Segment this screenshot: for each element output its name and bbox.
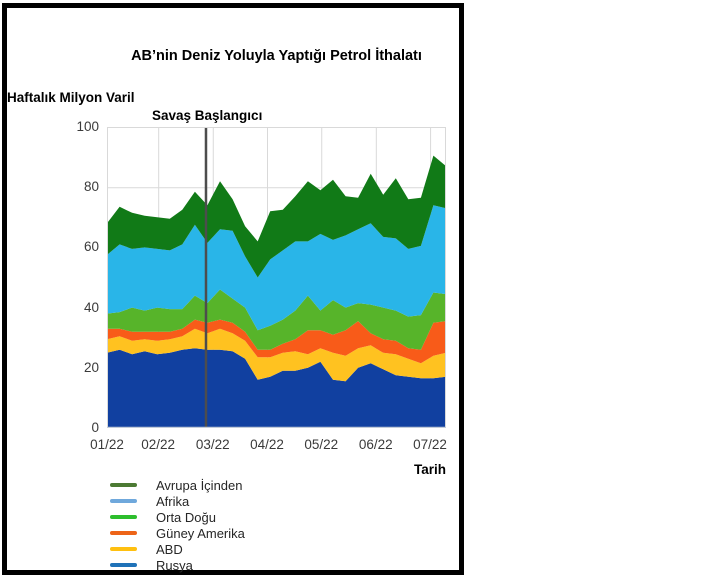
y-tick-label-60: 60 [83, 239, 99, 255]
x-tick-label-01-22: 01/22 [90, 437, 124, 452]
x-tick-label-02-22: 02/22 [141, 437, 176, 452]
area-abd [107, 328, 446, 382]
y-tick-label-80: 80 [83, 179, 99, 195]
legend-row-orta-dogu: Orta Doğu [110, 509, 245, 525]
legend-swatch-orta-dogu [110, 515, 137, 519]
legend-label-abd: ABD [156, 541, 183, 557]
legend-label-guney-amerika: Güney Amerika [156, 525, 245, 541]
legend-label-rusya: Rusya [156, 557, 193, 573]
area-afrika [107, 205, 446, 331]
legend-swatch-abd [110, 547, 137, 551]
chart-legend: Avrupa İçinden Afrika Orta Doğu Güney Ameri… [110, 477, 245, 573]
y-tick-label-0: 0 [91, 420, 99, 435]
legend-swatch-rusya [110, 563, 137, 567]
x-tick-label-06-22: 06/22 [358, 437, 393, 452]
legend-row-abd: ABD [110, 541, 245, 557]
y-tick-label-100: 100 [76, 119, 99, 134]
x-tick-label-03-22: 03/22 [195, 437, 230, 452]
x-tick-label-05-22: 05/22 [304, 437, 339, 452]
legend-label-avrupa-icinden: Avrupa İçinden [156, 477, 243, 493]
legend-swatch-afrika [110, 499, 137, 503]
legend-row-afrika: Afrika [110, 493, 245, 509]
legend-row-avrupa-icinden: Avrupa İçinden [110, 477, 245, 493]
x-axis-title: Tarih [413, 462, 446, 477]
y-tick-label-20: 20 [83, 359, 99, 375]
area-rusya [107, 348, 446, 428]
legend-label-afrika: Afrika [156, 493, 190, 509]
legend-row-rusya: Rusya [110, 557, 245, 573]
y-tick-label-40: 40 [83, 299, 99, 315]
legend-row-guney-amerika: Güney Amerika [110, 525, 245, 541]
area-orta-dogu [107, 289, 446, 350]
chart-title: AB’nin Deniz Yoluyla Yaptığı Petrol İtha… [131, 48, 422, 64]
plot-svg [107, 122, 446, 429]
legend-swatch-avrupa-icinden [110, 483, 137, 487]
area-avrupa-icinden [107, 155, 446, 278]
stacked-area-plot [107, 122, 446, 433]
x-tick-label-04-22: 04/22 [250, 437, 284, 452]
war-start-annotation-label: Savaş Başlangıcı [152, 108, 263, 123]
legend-swatch-guney-amerika [110, 531, 137, 535]
x-tick-label-07-22: 07/22 [413, 437, 447, 452]
area-guney-amerika [107, 319, 446, 364]
legend-label-orta-dogu: Orta Doğu [156, 509, 216, 525]
y-axis-title: Haftalık Milyon Varil [7, 90, 135, 105]
